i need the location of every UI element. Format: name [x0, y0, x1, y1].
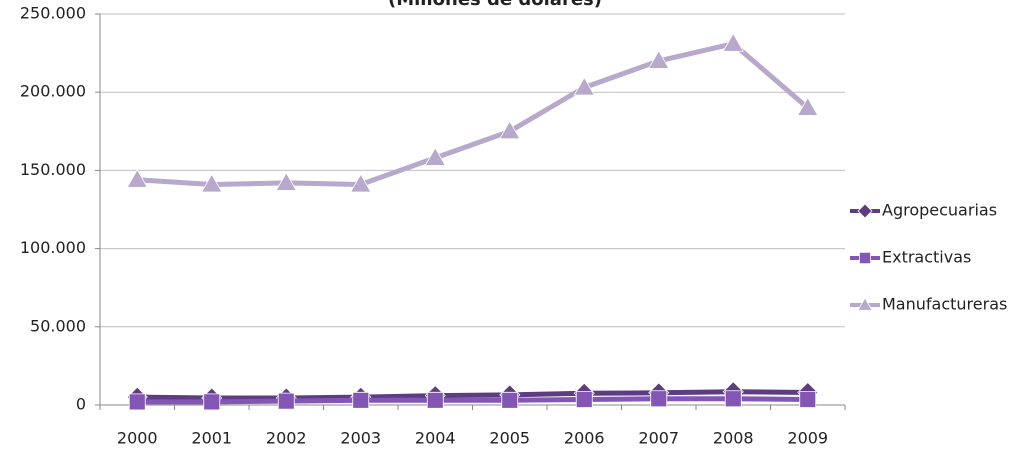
marker: [275, 172, 297, 191]
marker: [573, 76, 595, 96]
y-tick-label: 100.000: [20, 238, 86, 257]
y-tick-label: 200.000: [20, 82, 86, 101]
marker: [352, 391, 370, 409]
marker: [650, 390, 668, 408]
series-line: [137, 389, 808, 401]
marker: [799, 391, 817, 408]
legend-marker: [857, 297, 873, 311]
marker: [424, 147, 446, 166]
x-tick-label: 2006: [564, 429, 605, 448]
x-tick-label: 2002: [266, 429, 307, 448]
marker: [128, 393, 146, 411]
y-tick-label: 50.000: [30, 316, 86, 335]
x-tick-label: 2004: [415, 429, 456, 448]
x-tick-label: 2007: [638, 429, 679, 448]
chart-title: (Millones de dólares): [388, 0, 602, 10]
legend-label: Extractivas: [882, 248, 971, 267]
marker: [724, 390, 742, 408]
x-tick-label: 2000: [117, 429, 158, 448]
legend-label: Manufactureras: [882, 295, 1007, 314]
marker: [797, 97, 819, 116]
marker: [126, 168, 148, 188]
marker: [575, 391, 593, 408]
x-tick-label: 2001: [191, 429, 232, 448]
marker: [350, 173, 372, 193]
y-tick-label: 250.000: [20, 4, 86, 23]
x-tick-label: 2003: [340, 429, 381, 448]
legend-marker: [859, 252, 871, 264]
marker: [201, 173, 223, 193]
marker: [501, 391, 519, 409]
marker: [499, 120, 521, 140]
series-line: [137, 41, 810, 187]
marker: [722, 32, 744, 52]
x-tick-label: 2008: [713, 429, 754, 448]
y-tick-label: 150.000: [20, 160, 86, 179]
x-tick-label: 2005: [489, 429, 530, 448]
series-line: [137, 396, 808, 405]
legend-marker: [857, 203, 873, 219]
y-tick-label: 0: [76, 395, 86, 414]
marker: [277, 392, 295, 410]
x-tick-label: 2009: [787, 429, 828, 448]
marker: [648, 50, 670, 69]
marker: [203, 393, 221, 411]
marker: [426, 391, 444, 409]
legend-label: Agropecuarias: [882, 201, 997, 220]
